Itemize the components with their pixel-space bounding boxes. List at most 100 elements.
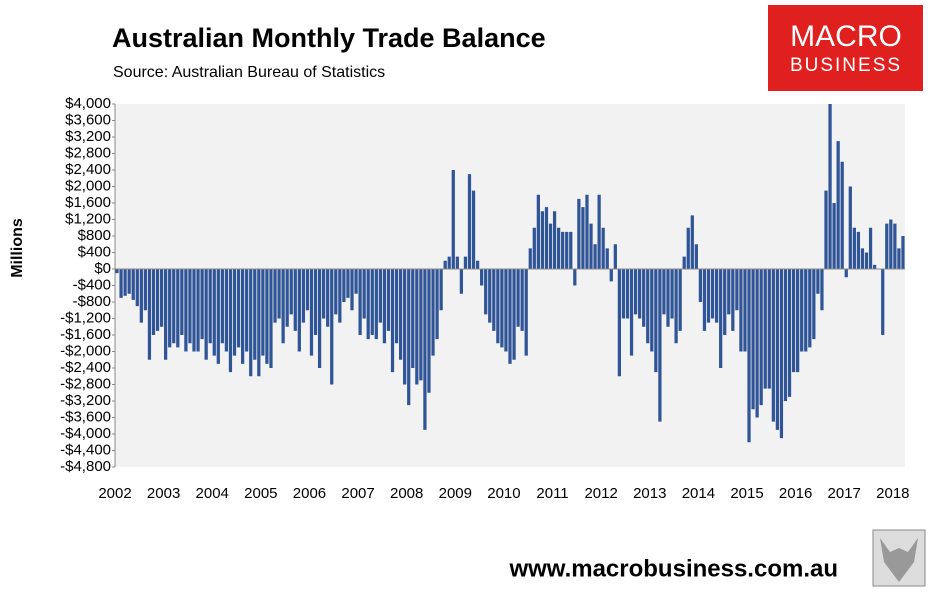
bar <box>633 269 638 315</box>
x-tick-label: 2015 <box>730 485 763 502</box>
bar <box>881 269 885 335</box>
bar <box>196 269 200 352</box>
y-tick-label: -$400 <box>73 276 111 293</box>
bar <box>455 256 459 269</box>
bar <box>759 269 763 406</box>
bar <box>666 269 670 327</box>
bar <box>289 269 293 315</box>
bar <box>451 170 455 269</box>
bar <box>459 269 464 294</box>
bar <box>771 269 775 422</box>
bar <box>824 190 828 269</box>
bar <box>427 269 431 393</box>
bar <box>662 269 666 315</box>
y-tick-label: -$2,800 <box>60 375 111 392</box>
footer-url: www.macrobusiness.com.au <box>508 555 838 582</box>
bar <box>714 269 719 323</box>
bar <box>326 269 330 327</box>
bar <box>127 269 131 294</box>
y-tick-label: $3,600 <box>65 111 111 128</box>
logo-text: BUSINESS <box>790 55 902 76</box>
bar <box>897 248 901 269</box>
bar <box>901 236 905 269</box>
bar <box>816 269 820 294</box>
bar <box>176 269 180 348</box>
bar <box>370 269 374 335</box>
x-tick-label: 2006 <box>293 485 326 502</box>
bar <box>791 269 796 373</box>
y-tick-label: $400 <box>78 243 111 260</box>
bar <box>723 269 727 335</box>
bar <box>613 244 617 269</box>
bar <box>245 269 249 352</box>
bar <box>516 269 520 327</box>
bar <box>123 269 127 296</box>
bar <box>119 269 123 298</box>
bar <box>504 269 508 352</box>
bar <box>200 269 204 340</box>
bar <box>678 269 682 331</box>
bar <box>240 269 245 364</box>
bar <box>500 269 504 348</box>
bar <box>706 269 711 323</box>
bar <box>305 269 310 311</box>
bar <box>755 269 759 418</box>
bar <box>694 244 698 269</box>
bar <box>565 231 569 269</box>
bar <box>403 269 407 385</box>
bar <box>293 269 297 331</box>
y-tick-label: -$4,400 <box>60 441 111 458</box>
logo-box <box>768 5 923 91</box>
y-tick-label: -$2,400 <box>60 359 111 376</box>
y-tick-label: -$3,600 <box>60 408 111 425</box>
bar <box>159 269 164 327</box>
bar <box>840 161 844 269</box>
bar <box>439 269 443 311</box>
bar <box>309 269 314 356</box>
y-tick-label: $2,800 <box>65 144 111 161</box>
x-tick-label: 2016 <box>779 485 812 502</box>
bar <box>143 269 148 311</box>
x-tick-label: 2005 <box>244 485 277 502</box>
bar <box>135 269 139 307</box>
bar <box>698 269 703 302</box>
bar <box>585 194 589 269</box>
bar <box>463 256 468 269</box>
y-tick-label: $4,000 <box>65 95 111 112</box>
bar <box>342 269 346 302</box>
bar <box>747 269 751 443</box>
bar <box>419 269 423 381</box>
bar <box>350 269 354 311</box>
bar <box>569 231 573 269</box>
y-tick-label: -$3,200 <box>60 392 111 409</box>
bar <box>702 269 707 331</box>
bar <box>674 269 678 344</box>
bar <box>852 227 856 269</box>
y-tick-label: -$800 <box>73 293 111 310</box>
bar <box>731 269 735 331</box>
bar <box>269 269 273 368</box>
bar <box>346 269 350 298</box>
chart-title: Australian Monthly Trade Balance <box>112 23 546 53</box>
x-tick-label: 2003 <box>147 485 180 502</box>
bar <box>508 269 512 364</box>
bar <box>743 269 747 352</box>
bar <box>398 269 403 360</box>
bar <box>423 269 427 430</box>
bar <box>492 269 496 331</box>
bar <box>646 269 650 344</box>
x-tick-label: 2010 <box>487 485 520 502</box>
bar <box>832 203 836 269</box>
bar <box>848 186 852 269</box>
bar <box>654 269 658 373</box>
bar <box>820 269 824 311</box>
bar <box>407 269 411 406</box>
bar <box>164 269 168 360</box>
y-tick-label: $3,200 <box>65 128 111 145</box>
bar <box>670 269 674 319</box>
bar <box>536 194 540 269</box>
bar <box>767 269 771 389</box>
y-tick-label: $2,000 <box>65 177 111 194</box>
bar <box>885 223 889 269</box>
x-tick-label: 2017 <box>828 485 861 502</box>
